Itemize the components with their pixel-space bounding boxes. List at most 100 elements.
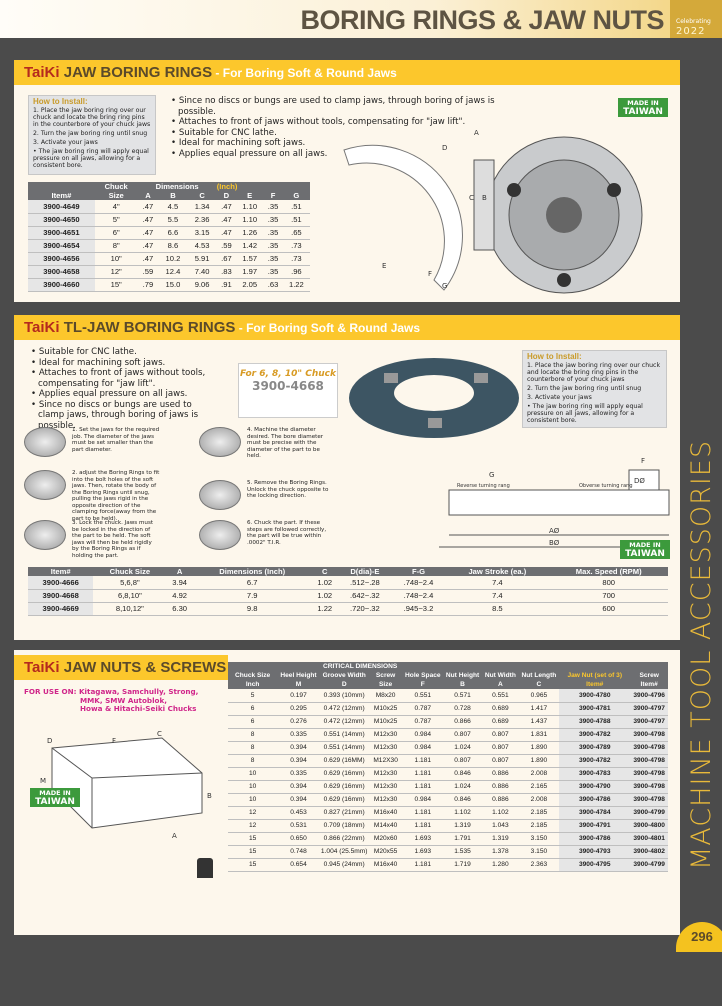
table-cell: 4" [94,200,138,214]
table-cell: 12" [94,265,138,279]
table-cell: .47 [137,239,159,253]
item-number-cell: 3900-4658 [28,265,95,279]
table-cell: 8.6 [158,239,188,253]
table-cell: 12.4 [158,265,188,279]
for-chuck-label: For 6, 8, 10" Chuck [240,369,336,379]
item-number-cell: 3900-4791 [559,819,631,833]
table-cell: 0.295 [277,702,320,716]
table-cell: .51 [282,200,310,214]
table-cell: 9.8 [192,602,312,616]
table-cell: 1.26 [236,226,264,240]
table-cell: 0.846 [443,767,483,781]
column-header: C [311,567,339,576]
table-cell: 3.15 [187,226,217,240]
column-header: D [216,191,237,200]
header-row: Item# Chuck Size A Dimensions (Inch) C D(dia)… [28,567,668,576]
product-name: JAW BORING RINGS [63,64,213,81]
table-cell: 7.9 [192,589,312,603]
table-cell: 1.181 [402,858,444,872]
table-cell: 1.22 [311,602,339,616]
how-to-install: How to Install: 1. Place the jaw boring … [522,350,667,428]
made-in-text: MADE IN [629,541,661,549]
header-row: Chuck Size Inch Heel Height M Groove Width… [228,671,668,689]
table-cell: .748~2.4 [391,576,446,590]
tl-ring-dimension-diagram: G Reverse turning rang Obverse turning r… [439,457,670,548]
column-header: D(dia)-E [338,567,392,576]
table-cell: .512~.28 [338,576,392,590]
feature-item: Since no discs or bungs are used to clam… [170,96,520,117]
table-cell: 1.319 [482,832,519,846]
table-cell: 5" [94,213,138,227]
table-cell: 15" [94,278,138,292]
tl-jaw-boring-rings-table: Item# Chuck Size A Dimensions (Inch) C D(dia)… [28,567,668,616]
table-cell: 1.024 [443,741,483,755]
table-cell: 0.551 (14mm) [319,728,369,742]
table-cell: 10" [94,252,138,266]
item-number-cell: 3900-4782 [559,754,631,768]
table-cell: 1.97 [236,265,264,279]
table-cell: .73 [282,252,310,266]
table-cell: 6,8,10" [93,589,167,603]
table-cell: M8x20 [368,689,403,703]
table-cell: 0.394 [277,780,320,794]
table-row: 6 0.276 0.472 (12mm) M10x25 0.787 0.866 0.689 1… [228,715,668,729]
item-number-cell: 3900-4798 [630,754,668,768]
table-cell: 3.150 [518,845,560,859]
table-row: 3900-4666 5,6,8" 3.94 6.7 1.02.512~.28.748~2… [28,576,668,590]
header-row: Item# Size A B C D E F G [28,191,310,200]
table-cell: 2.185 [518,806,560,820]
table-cell: .51 [282,213,310,227]
table-cell: 0.787 [402,702,444,716]
how-step: 2. Turn the jaw boring ring until snug [527,385,642,392]
table-cell: 1.10 [236,200,264,214]
install-step: 1. Set the jaws for the required job. Th… [72,427,160,453]
table-cell: 0.984 [402,793,444,807]
jaw-boring-rings-table: Chuck Dimensions (Inch) Item# Size A B C D E F G 3… [28,182,310,292]
table-cell: 0.629 (16mm) [319,767,369,781]
column-header: F-G [391,567,446,576]
table-cell: 8" [94,239,138,253]
compatible-chucks: FOR USE ON: Kitagawa, Samchully, Strong,… [24,687,198,714]
tl-boring-ring-photo [349,358,519,438]
table-cell: 0.866 (22mm) [319,832,369,846]
celebrating-text: Celebrating [676,18,711,25]
item-number-cell: 3900-4789 [559,741,631,755]
table-cell: 0.827 (21mm) [319,806,369,820]
page-number: 296 [676,922,722,952]
item-number-cell: 3900-4786 [559,793,631,807]
table-cell: 15 [228,845,278,859]
table-cell: 6.6 [158,226,188,240]
table-cell: 1.693 [402,832,444,846]
item-number-cell: 3900-4798 [630,780,668,794]
item-number-cell: 3900-4660 [28,278,95,292]
table-cell: M12x30 [368,741,403,755]
table-cell: 0.629 (16mm) [319,793,369,807]
item-number-cell: 3900-4790 [559,780,631,794]
table-cell: 0.965 [518,689,560,703]
how-step: 3. Activate your jaws [33,139,98,146]
table-cell: 0.472 (12mm) [319,702,369,716]
feature-item: Applies equal pressure on all jaws. [170,149,520,160]
table-cell: 1.02 [311,589,339,603]
dim-label: Reverse turning rang [457,483,510,489]
table-cell: M10x25 [368,702,403,716]
table-cell: 600 [549,602,668,616]
table-row: 8 0.335 0.551 (14mm) M12x30 0.984 0.807 0.807 1… [228,728,668,742]
table-cell: M10x25 [368,715,403,729]
table-row: 3900-4656 10" .47 10.2 5.91.67 1.57.35.73 [28,252,310,266]
table-cell: 1.181 [402,819,444,833]
table-cell: 4.53 [187,239,217,253]
table-cell: 1.57 [236,252,264,266]
table-cell: .47 [216,226,237,240]
item-number-cell: 3900-4786 [559,832,631,846]
item-number-cell: 3900-4798 [630,793,668,807]
item-number-cell: 3900-4801 [630,832,668,846]
table-cell: 0.472 (12mm) [319,715,369,729]
table-cell: 0.654 [277,858,320,872]
table-cell: 0.394 [277,754,320,768]
table-cell: 15 [228,858,278,872]
item-number-cell: 3900-4651 [28,226,95,240]
table-cell: 7.40 [187,265,217,279]
dim-label: F [428,270,432,278]
table-cell: 1.535 [443,845,483,859]
